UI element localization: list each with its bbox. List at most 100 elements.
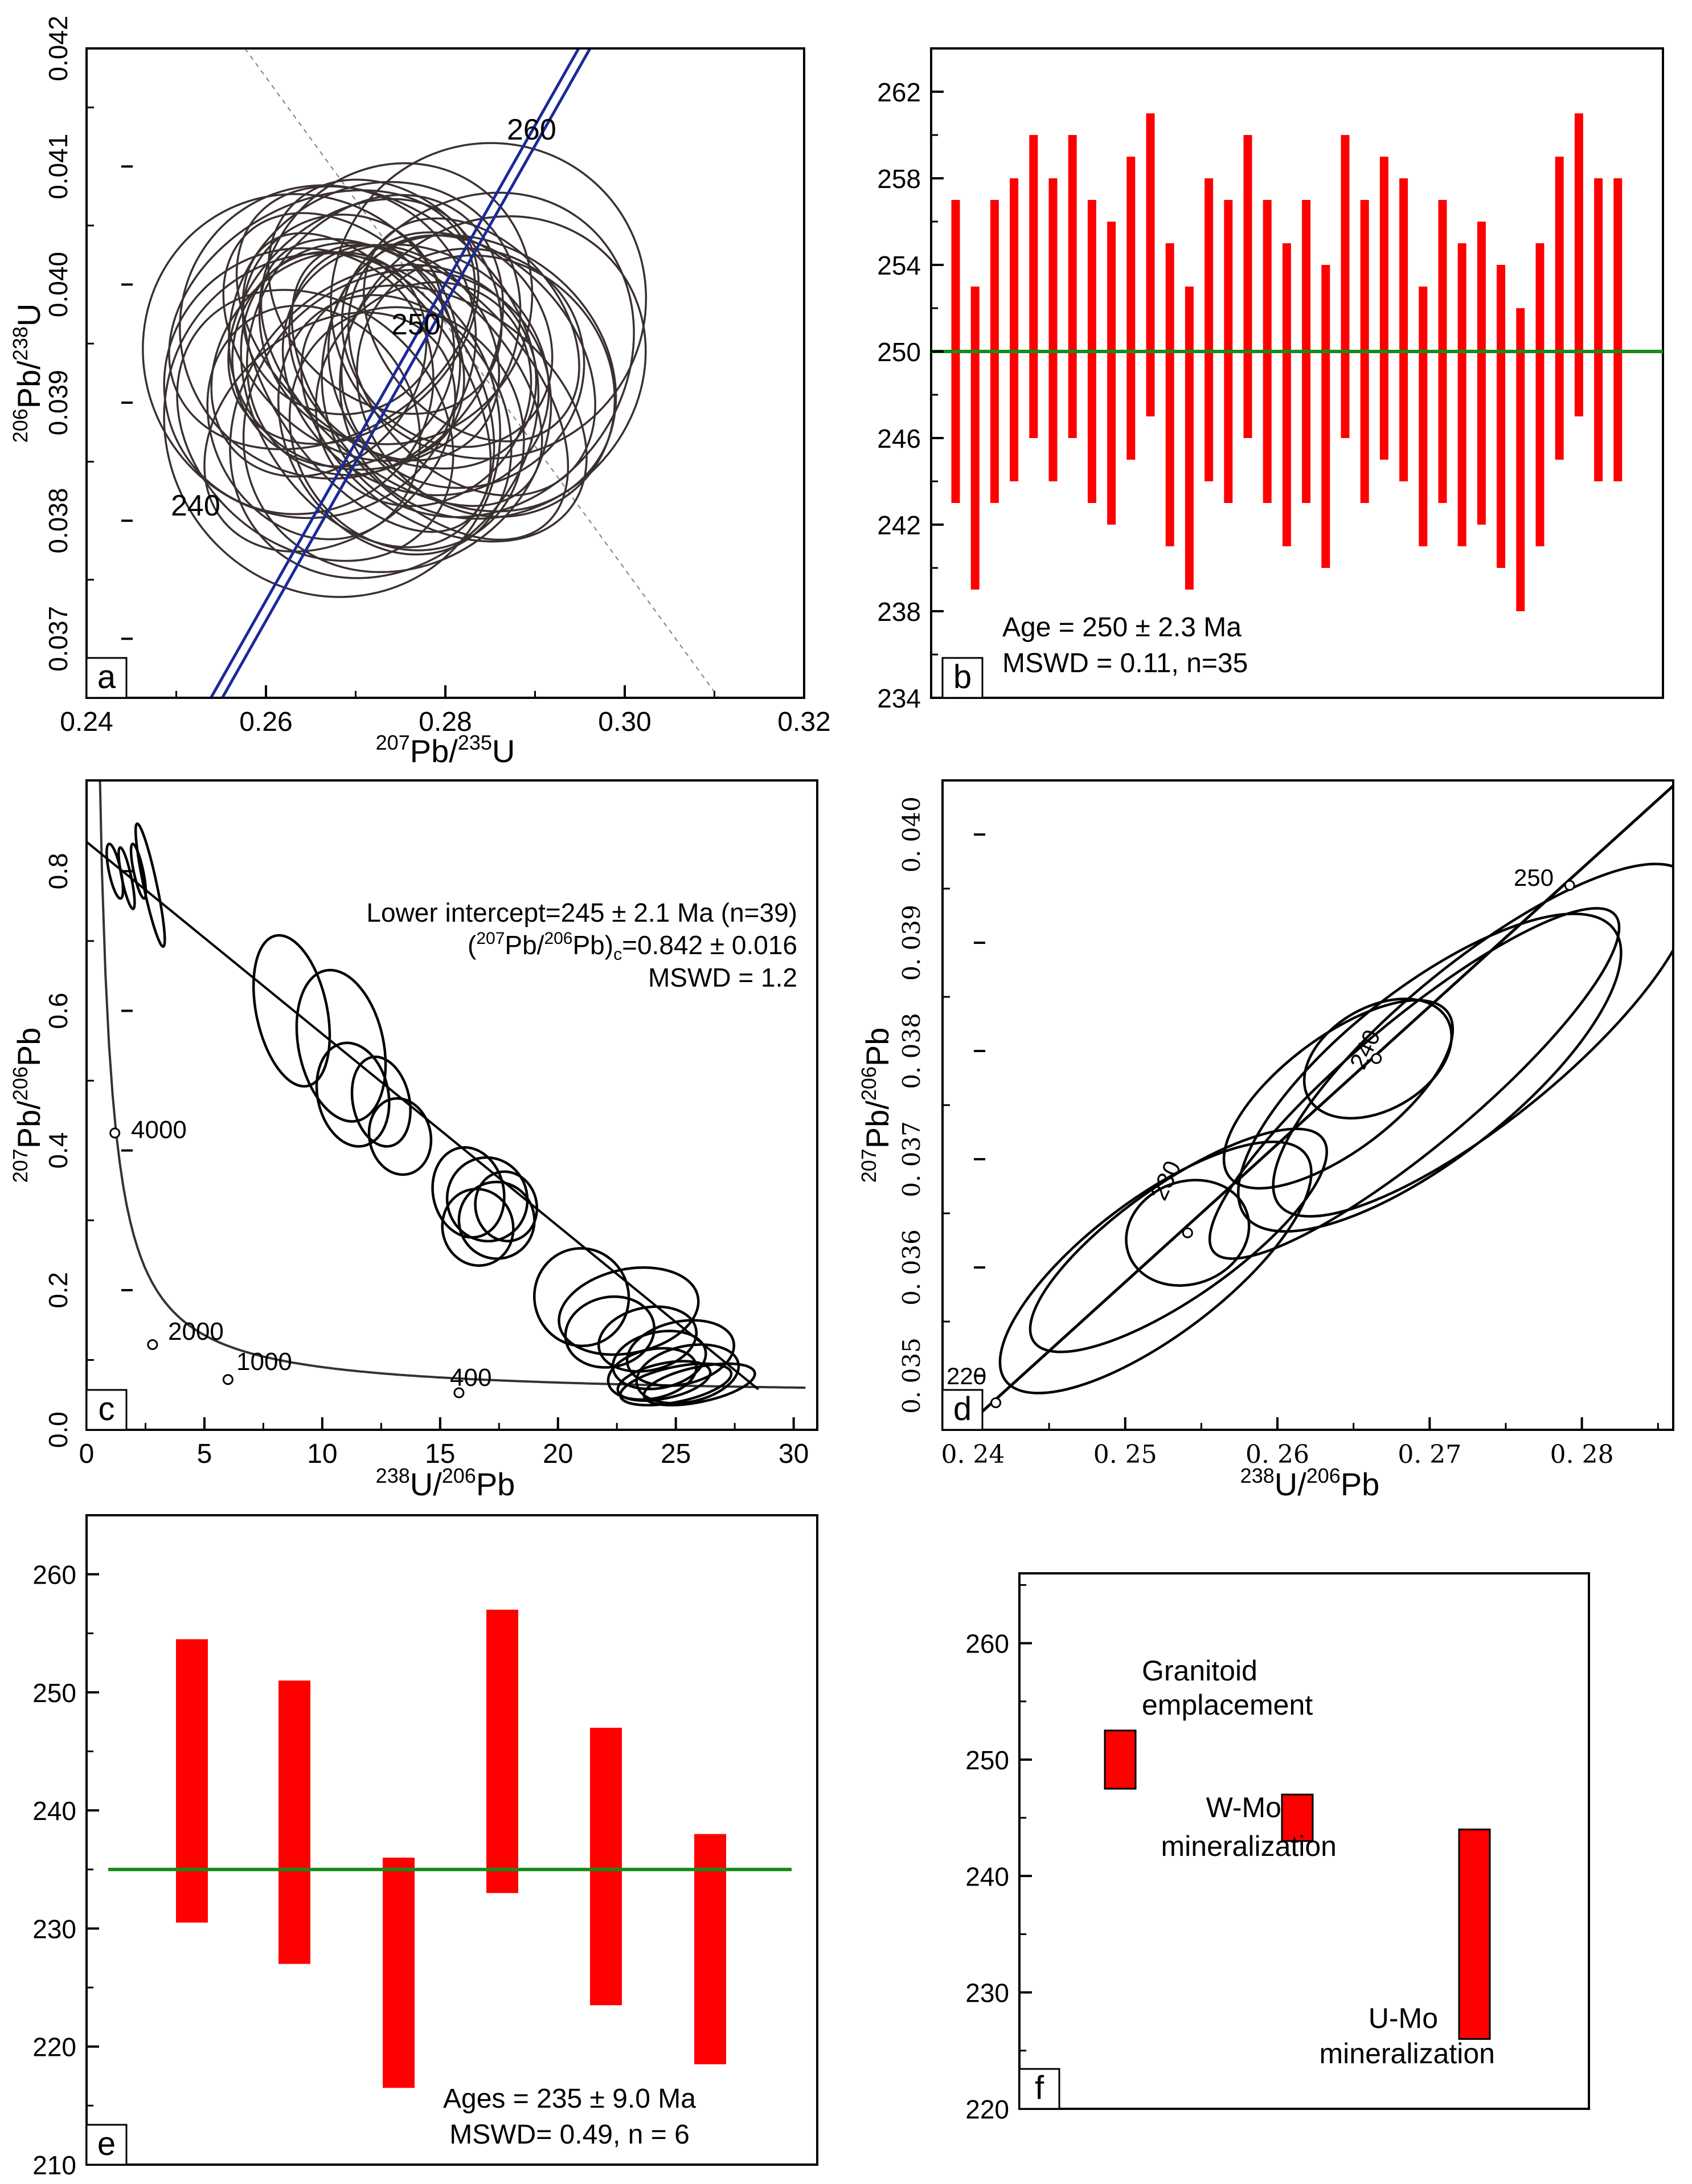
panel-f-frame [1018, 1572, 1590, 2110]
panel-b-bar [1477, 222, 1486, 525]
panel-b-bar [1594, 178, 1603, 481]
panel-a-y-axis-label: 206Pb/238U [9, 304, 47, 443]
panel-b-bar [1107, 222, 1116, 525]
panel-f-event-label: W-Mo [1206, 1792, 1281, 1823]
panel-a-ellipse [258, 162, 534, 445]
panel-e-mswd-text: MSWD= 0.49, n = 6 [449, 2120, 690, 2150]
panel-c-intercept-text: Lower intercept=245 ± 2.1 Ma (n=39) [366, 898, 797, 927]
panel-a-ellipse [210, 251, 428, 478]
panel-b-bar [1282, 243, 1291, 546]
panel-c-common-pb-text: (207Pb/206Pb)c=0.842 ± 0.016 [468, 929, 797, 964]
panel-c-y-tick-label: 0.4 [43, 1132, 73, 1169]
panel-b-bar [1516, 308, 1525, 611]
panel-d-x-tick-label: 0. 26 [1246, 1440, 1309, 1469]
panel-b-y-tick-label: 246 [877, 424, 921, 453]
panel-c-ellipse [350, 1056, 412, 1148]
panel-c-x-tick-label: 5 [197, 1439, 212, 1469]
panel-c-regression-line [87, 841, 759, 1390]
panel-f-y-tick-label: 250 [965, 1745, 1009, 1775]
panel-b-bar [970, 287, 980, 590]
panel-a-guide-line [244, 48, 719, 698]
panel-c-age-label: 4000 [131, 1116, 187, 1144]
panel-b-bar [1126, 157, 1136, 460]
panel-d-y-tick-label: 0. 040 [898, 796, 925, 873]
panel-b-y-tick-label: 242 [877, 510, 921, 540]
panel-d-ellipses [998, 862, 1673, 1394]
panel-e-bar [590, 1728, 622, 2006]
panel-b-y-tick-label: 238 [877, 597, 921, 627]
panel-d-letter: d [953, 1390, 972, 1428]
panel-c-ellipse [252, 934, 331, 1088]
panel-b-axes: 234 238 242 246 250 254 258 262 [877, 77, 944, 713]
panel-b-bar [1243, 135, 1252, 438]
panel-b-bar [1029, 135, 1038, 438]
panel-b-bar [1497, 265, 1506, 568]
panel-a-ellipses [142, 142, 648, 598]
panel-d-ellipse [1222, 999, 1455, 1190]
panel-f-event-label: mineralization [1320, 2038, 1495, 2070]
panel-e: 210 220 230 240 250 260 Ages = 235 ± 9.0 Ma M… [32, 1514, 818, 2180]
panel-b: 234 238 242 246 250 254 258 262 Age = 250 ± 2.3… [877, 47, 1664, 713]
panel-e-bar [278, 1680, 310, 1964]
panel-a-x-tick-label: 0.26 [239, 707, 292, 737]
panel-c-y-tick-label: 0.8 [43, 853, 73, 889]
panel-a-letter: a [97, 659, 116, 696]
panel-d-age-label: 220 [947, 1363, 986, 1389]
panel-a-ellipse [314, 281, 532, 508]
panel-a-x-axis-label: 207Pb/235U [376, 731, 515, 769]
panel-c-ellipses [105, 822, 756, 1406]
panel-b-bar [1341, 135, 1350, 438]
panel-c-age-point [109, 1127, 121, 1139]
panel-c-axes: 0 5 10 15 20 25 30 0.0 0.2 0.4 0.6 0.8 [43, 853, 809, 1469]
panel-d-age-label: 230 [1145, 1156, 1186, 1204]
panel-d-concordia [960, 784, 1673, 1430]
panel-c-ellipse [616, 1360, 712, 1402]
panel-c-age-label: 2000 [168, 1318, 224, 1345]
panel-c-y-tick-label: 0.0 [43, 1412, 73, 1448]
panel-e-letter-box [85, 2124, 128, 2166]
panel-d-x-axis-label: 238U/206Pb [1240, 1464, 1380, 1502]
panel-a-ellipse [330, 142, 648, 460]
panel-d-ellipse [1208, 907, 1621, 1260]
panel-a-concordia [210, 48, 592, 698]
panel-c-frame [85, 779, 818, 1431]
panel-c-age-point [222, 1374, 233, 1385]
panel-f-bar [1281, 1793, 1314, 1842]
panel-f-y-tick-label: 240 [965, 1862, 1009, 1891]
panel-c-age-point [453, 1387, 465, 1398]
panel-c-x-tick-label: 20 [543, 1439, 573, 1469]
panel-e-axes: 210 220 230 240 250 260 [32, 1560, 99, 2180]
panel-e-y-tick-label: 240 [32, 1796, 76, 1826]
panel-a-x-tick-label: 0.32 [777, 707, 830, 737]
panel-e-y-tick-label: 250 [32, 1678, 76, 1708]
panel-b-letter-box [941, 657, 984, 699]
panel-c-ellipse [642, 1362, 756, 1406]
panel-b-bars [951, 113, 1623, 611]
panel-c-x-tick-label: 10 [307, 1439, 337, 1469]
panel-b-bar [1068, 135, 1077, 438]
panel-c: 0 5 10 15 20 25 30 0.0 0.2 0.4 0.6 0.8 4000 2000 10… [9, 779, 818, 1502]
panel-d-y-tick-label: 0. 037 [898, 1121, 925, 1197]
panel-a-ellipse [363, 217, 580, 443]
panel-a-x-tick-label: 0.24 [60, 707, 113, 737]
panel-a-ellipse [321, 191, 635, 518]
panel-a-ellipse [229, 264, 540, 579]
panel-d-ellipse [1029, 1127, 1328, 1353]
panel-d-axes: 0. 24 0. 25 0. 26 0. 27 0. 28 0. 035 0. 036 0. … [898, 796, 1659, 1469]
panel-b-bar [1399, 178, 1408, 481]
panel-e-age-text: Ages = 235 ± 9.0 Ma [443, 2084, 696, 2114]
panel-d-ellipse [1125, 1179, 1251, 1287]
panel-c-regression [87, 841, 759, 1390]
panel-c-ellipse [441, 1188, 515, 1267]
panel-d-y-tick-label: 0. 039 [898, 905, 925, 981]
panel-a-y-tick-label: 0.039 [43, 370, 73, 435]
panel-f-event-label: Granitoid [1142, 1655, 1257, 1687]
panel-a-y-tick-label: 0.040 [43, 252, 73, 317]
panel-a-ellipse [163, 252, 501, 598]
panel-d-ellipse [998, 1140, 1313, 1394]
panel-f-event-label: emplacement [1142, 1689, 1313, 1721]
panel-c-concordia-path [99, 780, 806, 1389]
panel-c-x-tick-label: 15 [425, 1439, 455, 1469]
panel-a-age-label: 250 [391, 308, 441, 341]
